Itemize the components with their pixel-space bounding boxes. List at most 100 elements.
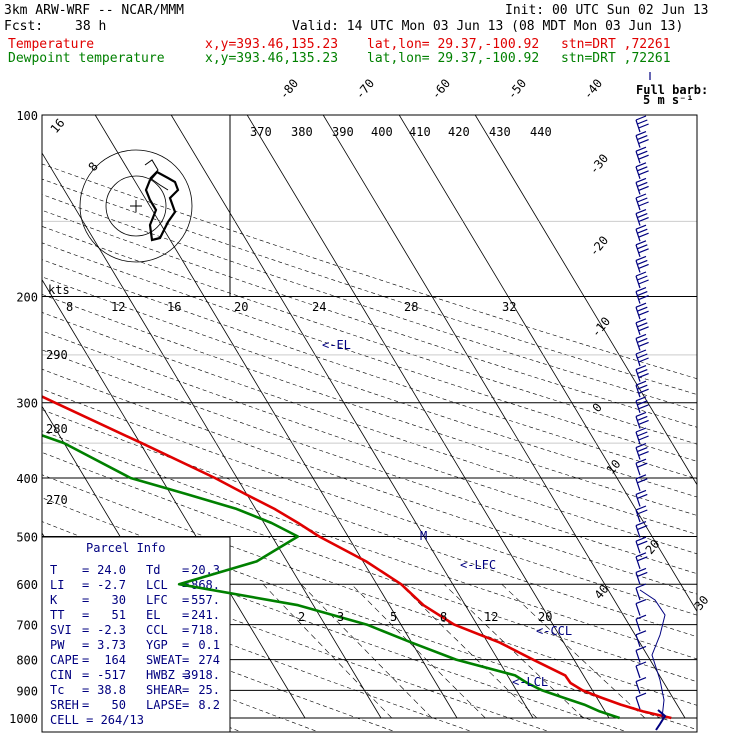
wind-barb-flag bbox=[637, 415, 648, 421]
wind-barb-flag bbox=[638, 357, 649, 363]
wind-barb-flag bbox=[637, 462, 648, 468]
wind-barb bbox=[635, 177, 649, 195]
temperature-legend-name: Temperature bbox=[8, 37, 95, 52]
dry-adiabat-line bbox=[42, 194, 697, 412]
wind-barb bbox=[635, 271, 649, 289]
temperature-legend-station: stn=DRT ,72261 bbox=[561, 37, 671, 52]
mixing-ratio-label: 8 bbox=[440, 610, 447, 624]
wind-barb-flag bbox=[635, 240, 647, 246]
wind-barb-staff bbox=[635, 119, 641, 133]
theta-label: 420 bbox=[448, 125, 470, 139]
wind-barb bbox=[635, 614, 647, 632]
parcel-info-cell: HWBZ bbox=[146, 668, 175, 682]
wind-barb-staff bbox=[635, 275, 641, 289]
parcel-info-cell: = bbox=[82, 698, 89, 712]
isotherm-tick-label: -30 bbox=[587, 151, 612, 177]
wind-barb-staff bbox=[635, 697, 641, 710]
wind-barb-flag bbox=[638, 435, 649, 441]
theta-label: 440 bbox=[530, 125, 552, 139]
wind-barb-staff bbox=[635, 603, 641, 616]
hodograph-speed-label: 16 bbox=[167, 300, 181, 314]
level-annotation: <-LCL bbox=[512, 675, 548, 689]
parcel-info-cell: 50 bbox=[112, 698, 126, 712]
parcel-info-cell: = bbox=[182, 623, 189, 637]
parcel-info-cell: LCL bbox=[146, 578, 168, 592]
wind-barb bbox=[635, 443, 649, 460]
parcel-info-cell: -517 bbox=[97, 668, 126, 682]
dry-adiabat-line bbox=[42, 312, 697, 535]
dry-adiabat-line bbox=[42, 521, 624, 732]
dry-adiabat-label: 270 bbox=[46, 493, 68, 507]
parcel-info-cell: = bbox=[182, 608, 189, 622]
wind-barb-flag bbox=[635, 583, 647, 589]
parcel-info-cell: SREH bbox=[50, 698, 79, 712]
parcel-info-cell: CCL bbox=[146, 623, 168, 637]
wind-barb-flag bbox=[635, 333, 647, 339]
parcel-info-cell: = bbox=[182, 593, 189, 607]
isotherm-tick-label: -20 bbox=[587, 233, 612, 259]
dry-adiabat-line bbox=[42, 242, 697, 462]
parcel-info-cell: 3918. bbox=[184, 668, 220, 682]
wind-barb-flag bbox=[638, 310, 649, 316]
wind-barb-flag bbox=[637, 447, 648, 453]
wind-barb bbox=[635, 162, 649, 179]
wind-barb-staff bbox=[635, 587, 641, 601]
wind-barb-staff bbox=[635, 338, 641, 351]
wind-barb-flag bbox=[637, 525, 648, 531]
wind-barb-staff bbox=[635, 556, 641, 569]
mixing-ratio-label: 2 bbox=[298, 610, 305, 624]
hodograph-ring bbox=[105, 175, 167, 237]
wind-barb-flag bbox=[635, 380, 647, 386]
full-barb-label: Full barb: bbox=[636, 83, 708, 97]
wind-barb-staff bbox=[635, 572, 641, 585]
wind-barb bbox=[635, 131, 649, 148]
wind-barb-flag bbox=[637, 540, 648, 546]
pressure-tick-label: 200 bbox=[16, 291, 38, 305]
wind-barbs bbox=[635, 72, 667, 731]
wind-barb-staff bbox=[635, 541, 641, 554]
wind-barb-flag bbox=[635, 536, 647, 542]
wind-barb-flag bbox=[637, 150, 648, 156]
parcel-info-cell: = bbox=[182, 563, 189, 577]
wind-barb-flag bbox=[635, 115, 647, 121]
parcel-info-cell: 38.8 bbox=[97, 683, 126, 697]
wind-barb-flag bbox=[635, 692, 647, 698]
dry-adiabat-line bbox=[42, 497, 697, 730]
parcel-info-cell: 718. bbox=[191, 623, 220, 637]
wind-barb-flag bbox=[637, 259, 648, 265]
isotherm-tick-label: -70 bbox=[353, 76, 378, 102]
model-title: 3km ARW-WRF -- NCAR/MMM bbox=[4, 3, 185, 18]
full-barb-units: 5 m s⁻¹ bbox=[643, 93, 694, 107]
hodograph-speed-label: 20 bbox=[234, 300, 248, 314]
parcel-info-cell: = bbox=[82, 608, 89, 622]
dry-adiabat-line bbox=[42, 474, 697, 706]
wind-barb-staff bbox=[635, 400, 641, 413]
wind-barb-flag bbox=[638, 419, 649, 425]
pressure-tick-label: 1000 bbox=[9, 712, 38, 726]
mixing-ratio-label: 12 bbox=[484, 610, 498, 624]
wind-barb-flag bbox=[635, 287, 647, 293]
pressure-tick-label: 500 bbox=[16, 530, 38, 544]
level-annotation: <-LFC bbox=[460, 558, 496, 572]
isotherm-tick-label: 30 bbox=[692, 593, 712, 613]
parcel-info-cell: K bbox=[50, 593, 58, 607]
wind-barb-flag bbox=[637, 228, 648, 234]
wind-barb-flag bbox=[637, 478, 648, 484]
isotherm-line bbox=[42, 278, 306, 719]
wind-barb bbox=[635, 396, 649, 413]
parcel-info-cell: 25. bbox=[198, 683, 220, 697]
wind-barb-staff bbox=[635, 463, 641, 476]
dewpoint-profile bbox=[42, 434, 621, 720]
wind-barb-staff bbox=[635, 135, 641, 148]
wind-barb-flag bbox=[635, 677, 647, 683]
dry-adiabat-line bbox=[42, 178, 697, 395]
wind-barb-flag bbox=[638, 451, 649, 457]
temperature-legend-xy: x,y=393.46,135.23 bbox=[205, 37, 339, 52]
wind-barb-flag bbox=[635, 271, 647, 277]
dry-adiabat-label: 290 bbox=[46, 348, 68, 362]
parcel-info-background bbox=[41, 536, 231, 733]
dry-adiabat-line bbox=[42, 368, 697, 595]
wind-barb-flag bbox=[637, 493, 648, 499]
dry-adiabat-line bbox=[42, 209, 697, 428]
wind-barb bbox=[635, 521, 648, 538]
